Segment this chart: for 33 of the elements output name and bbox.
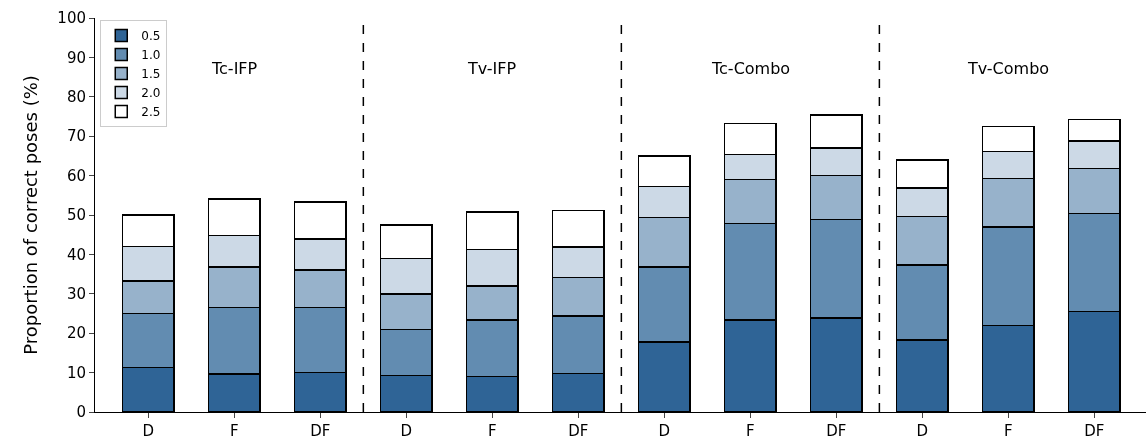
legend-label: 1.0 (141, 48, 161, 63)
legend-label: 2.0 (141, 86, 161, 101)
x-tick-label: F (746, 422, 755, 440)
y-axis-title: Proportion of correct poses (%) (19, 75, 41, 355)
x-tick-label: DF (568, 422, 589, 440)
annotation: Tv-IFP (467, 59, 517, 78)
y-tick-label: 40 (66, 245, 86, 264)
x-tick-label: DF (310, 422, 331, 440)
y-tick-label: 100 (57, 9, 86, 28)
y-tick-label: 60 (66, 166, 86, 185)
y-tick-label: 80 (66, 88, 86, 107)
x-tick-label: D (142, 422, 155, 440)
legend-label: 0.5 (141, 29, 161, 44)
x-tick-label: F (230, 422, 239, 440)
y-tick-label: 10 (66, 363, 86, 382)
annotation: Tc-IFP (211, 59, 258, 78)
y-tick-label: 90 (66, 48, 86, 67)
y-tick-label: 70 (66, 127, 86, 146)
x-tick-label: F (1004, 422, 1013, 440)
y-tick-label: 20 (66, 324, 86, 343)
x-tick-label: D (916, 422, 929, 440)
y-tick-label: 50 (66, 206, 86, 225)
x-tick-label: D (400, 422, 413, 440)
legend-label: 2.5 (141, 105, 161, 120)
annotation: Tc-Combo (711, 59, 791, 78)
y-tick-label: 30 (66, 285, 86, 304)
y-tick-label: 0 (76, 403, 86, 422)
legend-label: 1.5 (141, 67, 161, 82)
x-tick-label: F (488, 422, 497, 440)
x-tick-label: D (658, 422, 671, 440)
annotation: Tv-Combo (967, 59, 1050, 78)
x-tick-label: DF (826, 422, 847, 440)
x-tick-label: DF (1084, 422, 1105, 440)
